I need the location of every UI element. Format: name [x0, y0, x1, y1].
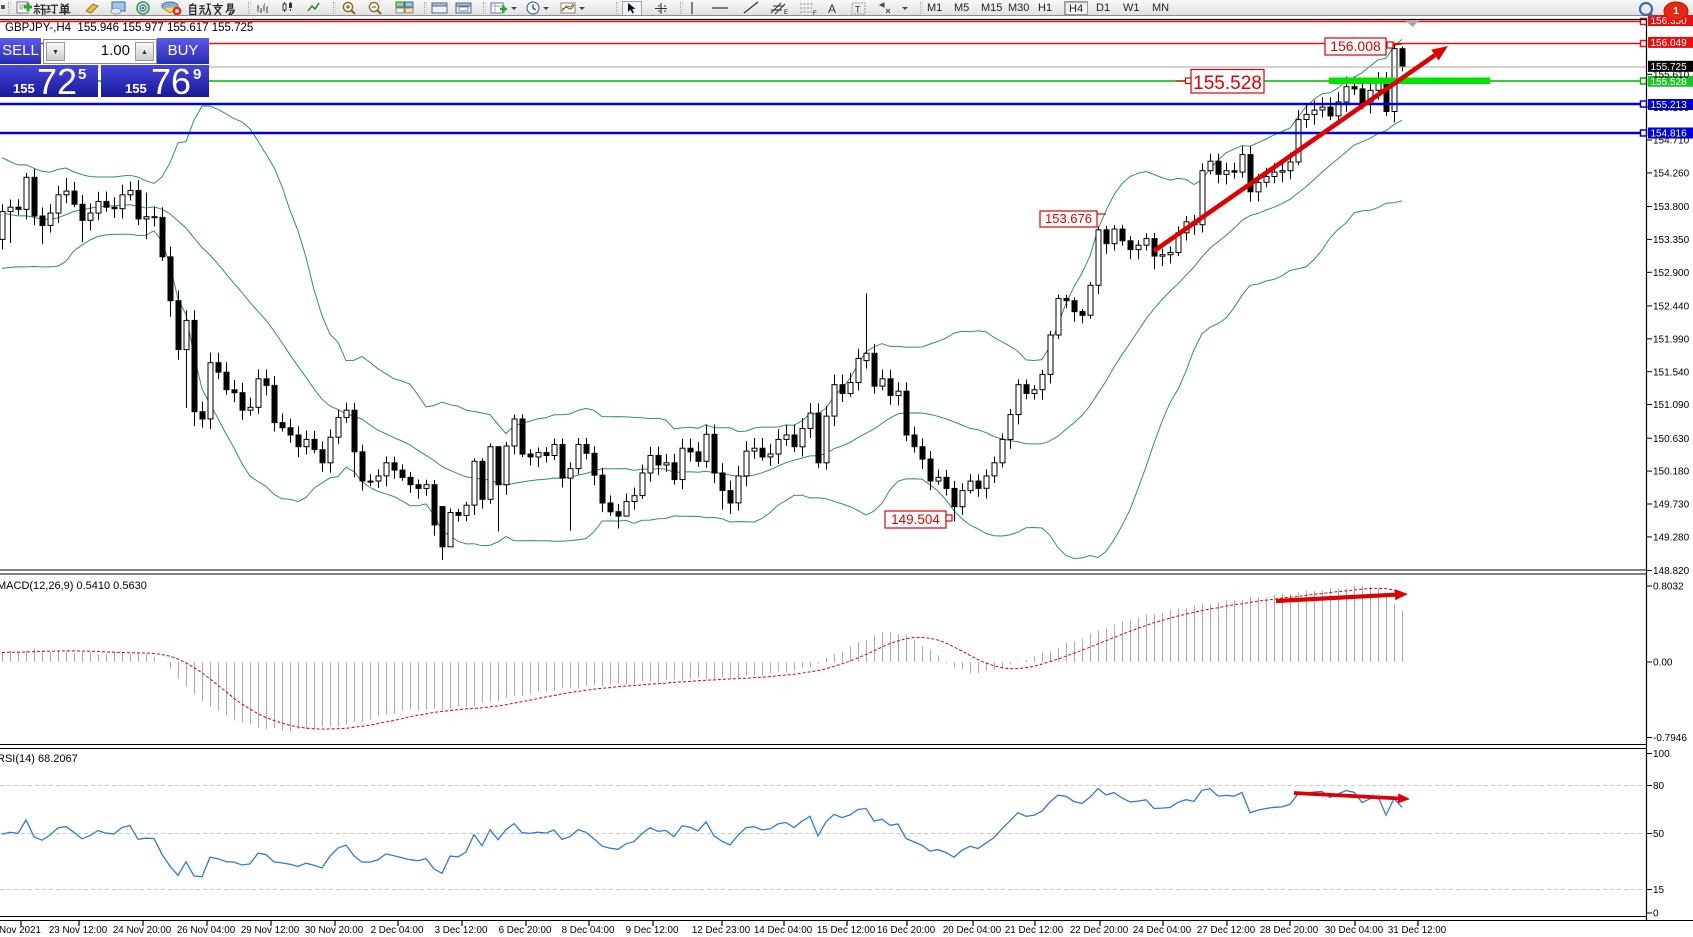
svg-text:15 Dec 12:00: 15 Dec 12:00: [817, 925, 876, 936]
svg-text:20 Dec 04:00: 20 Dec 04:00: [943, 925, 1002, 936]
svg-text:149.730: 149.730: [1653, 500, 1690, 511]
svg-text:156.049: 156.049: [1651, 38, 1688, 49]
svg-text:GBPJPY-,H4 155.946 155.977 15: GBPJPY-,H4 155.946 155.977 155.617 155.7…: [5, 22, 253, 34]
svg-text:149.504: 149.504: [891, 512, 940, 527]
svg-text:MACD(12,26,9) 0.5410 0.5630: MACD(12,26,9) 0.5410 0.5630: [0, 580, 147, 592]
svg-text:29 Nov 12:00: 29 Nov 12:00: [241, 925, 300, 936]
svg-text:RSI(14) 68.2067: RSI(14) 68.2067: [0, 753, 78, 765]
svg-text:154.710: 154.710: [1653, 136, 1690, 147]
svg-text:27 Dec 12:00: 27 Dec 12:00: [1197, 925, 1256, 936]
svg-text:22 Dec 20:00: 22 Dec 20:00: [1070, 925, 1129, 936]
svg-text:156.350: 156.350: [1651, 16, 1688, 27]
svg-text:T: T: [855, 5, 861, 15]
svg-text:148.820: 148.820: [1653, 566, 1690, 577]
svg-text:152.440: 152.440: [1653, 302, 1690, 313]
svg-text:24 Nov 20:00: 24 Nov 20:00: [113, 925, 172, 936]
svg-text:16 Dec 20:00: 16 Dec 20:00: [877, 925, 936, 936]
svg-text:A: A: [828, 2, 836, 15]
svg-text:154.816: 154.816: [1651, 129, 1688, 140]
svg-text:21 Dec 12:00: 21 Dec 12:00: [1005, 925, 1064, 936]
svg-text:153.800: 153.800: [1653, 202, 1690, 213]
svg-text:0.8032: 0.8032: [1653, 582, 1684, 593]
svg-text:26 Nov 04:00: 26 Nov 04:00: [177, 925, 236, 936]
svg-text:150.630: 150.630: [1653, 434, 1690, 445]
svg-text:9 Dec 12:00: 9 Dec 12:00: [626, 925, 679, 936]
svg-text:Nov 2021: Nov 2021: [0, 925, 41, 936]
svg-text:155.213: 155.213: [1651, 100, 1688, 111]
svg-text:30 Dec 04:00: 30 Dec 04:00: [1325, 925, 1384, 936]
svg-text:155.528: 155.528: [1651, 77, 1688, 88]
svg-text:152.900: 152.900: [1653, 268, 1690, 279]
svg-text:2 Dec 04:00: 2 Dec 04:00: [371, 925, 424, 936]
svg-text:155.528: 155.528: [1193, 73, 1262, 94]
svg-text:6 Dec 20:00: 6 Dec 20:00: [499, 925, 552, 936]
svg-text:155.610: 155.610: [1653, 70, 1690, 81]
svg-text:30 Nov 20:00: 30 Nov 20:00: [305, 925, 364, 936]
svg-text:14 Dec 04:00: 14 Dec 04:00: [754, 925, 813, 936]
svg-text:151.990: 151.990: [1653, 334, 1690, 345]
svg-text:80: 80: [1653, 781, 1665, 792]
svg-text:0.00: 0.00: [1653, 658, 1673, 669]
svg-text:149.280: 149.280: [1653, 533, 1690, 544]
svg-text:155.725: 155.725: [1651, 62, 1688, 73]
svg-text:154.260: 154.260: [1653, 169, 1690, 180]
svg-text:50: 50: [1653, 829, 1665, 840]
svg-text:15: 15: [1653, 885, 1665, 896]
svg-text:F: F: [813, 11, 817, 15]
svg-text:3 Dec 12:00: 3 Dec 12:00: [435, 925, 488, 936]
svg-text:8 Dec 04:00: 8 Dec 04:00: [562, 925, 615, 936]
svg-text:150.180: 150.180: [1653, 467, 1690, 478]
svg-text:100: 100: [1653, 749, 1670, 760]
svg-text:153.350: 153.350: [1653, 235, 1690, 246]
svg-text:1: 1: [1673, 5, 1679, 17]
svg-text:28 Dec 20:00: 28 Dec 20:00: [1260, 925, 1319, 936]
svg-text:12 Dec 23:00: 12 Dec 23:00: [692, 925, 751, 936]
svg-text:151.090: 151.090: [1653, 400, 1690, 411]
svg-text:153.676: 153.676: [1045, 211, 1092, 226]
svg-text:24 Dec 04:00: 24 Dec 04:00: [1133, 925, 1192, 936]
svg-text:-0.7946: -0.7946: [1653, 733, 1687, 744]
svg-text:E: E: [784, 10, 788, 15]
svg-text:155.160: 155.160: [1653, 103, 1690, 114]
svg-text:23 Nov 12:00: 23 Nov 12:00: [49, 925, 108, 936]
svg-text:31 Dec 12:00: 31 Dec 12:00: [1388, 925, 1447, 936]
svg-text:0: 0: [1653, 909, 1659, 920]
svg-text:151.540: 151.540: [1653, 367, 1690, 378]
svg-text:156.008: 156.008: [1330, 38, 1381, 54]
